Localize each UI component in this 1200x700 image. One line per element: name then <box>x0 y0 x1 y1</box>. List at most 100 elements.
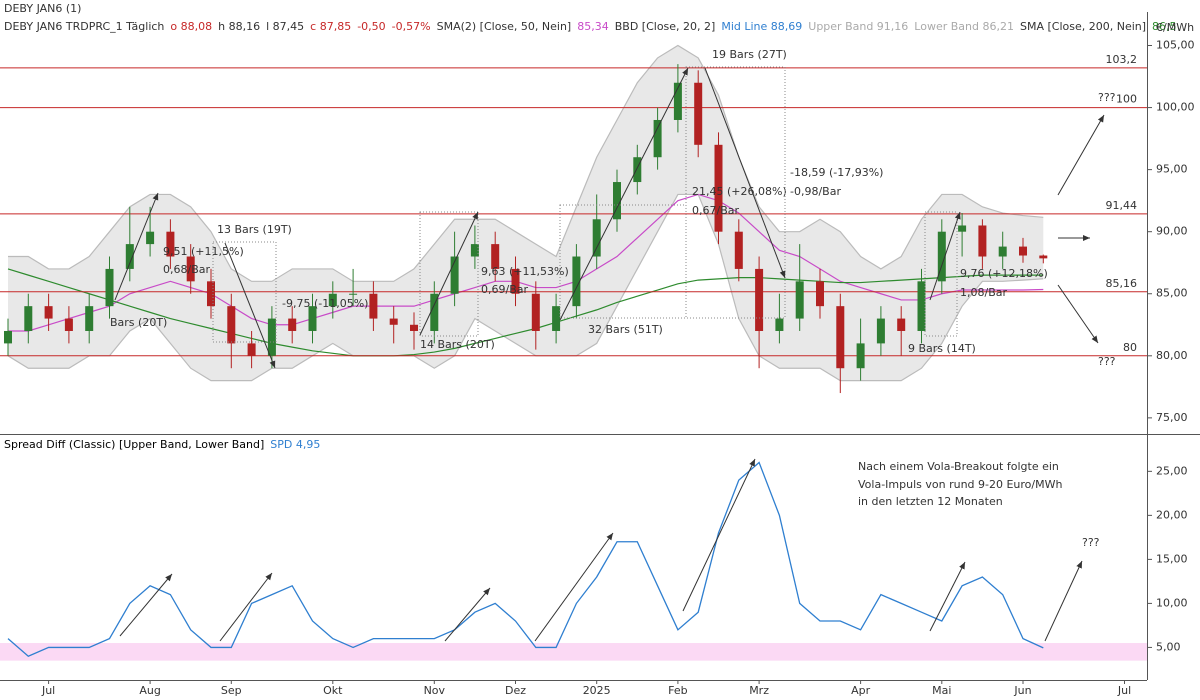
x-tick-label: Jul <box>1117 684 1131 697</box>
y-tick-label: 15,00 <box>1156 552 1188 565</box>
candle-body <box>552 306 561 331</box>
legend-item: SMA(2) [Close, 50, Nein] <box>436 20 572 33</box>
candle-body <box>816 281 824 307</box>
candle-body <box>44 306 53 319</box>
candle-body <box>1019 246 1027 256</box>
legend-item: BBD [Close, 20, 2] <box>614 20 716 33</box>
unit-label: €/MWh <box>1156 21 1194 34</box>
candle-body <box>410 324 418 331</box>
candle-body <box>673 82 682 120</box>
arrow <box>559 67 689 321</box>
candle-body <box>24 306 33 331</box>
annotation: 19 Bars (27T) <box>712 48 787 61</box>
legend-item: DEBY JAN6 TRDPRC_1 Täglich <box>4 20 165 33</box>
candle-body <box>937 231 946 282</box>
arrow <box>682 458 756 612</box>
legend-item: c 87,85 <box>310 20 352 33</box>
candle-body <box>856 343 865 369</box>
candle-body <box>755 268 764 331</box>
x-tick-label: Feb <box>668 684 687 697</box>
annotation: -0,98/Bar <box>790 185 841 198</box>
measure-box <box>924 211 958 337</box>
y-tick-label: 90,00 <box>1156 225 1188 238</box>
candle-body <box>795 281 804 319</box>
annotation: in den letzten 12 Monaten <box>858 495 1003 508</box>
x-tick-label: Okt <box>323 684 343 697</box>
arrow <box>219 572 273 642</box>
x-tick-label: Jun <box>1013 684 1031 697</box>
candle-body <box>450 256 459 294</box>
annotation: 14 Bars (20T) <box>420 338 495 351</box>
annotation: -18,59 (-17,93%) <box>790 166 883 179</box>
arrow <box>419 211 479 336</box>
drawings <box>0 12 1200 681</box>
overlay-line <box>7 268 1044 357</box>
arrow <box>929 561 966 632</box>
candle-body <box>470 244 479 257</box>
candle-body <box>146 231 155 245</box>
measure-box <box>559 204 687 319</box>
arrow <box>224 242 276 369</box>
candle-body <box>694 82 703 145</box>
candle-body <box>85 306 94 331</box>
candle-body <box>207 281 215 307</box>
legend: DEBY JAN6 TRDPRC_1 Täglich o 88,08 h 88,16… <box>4 20 1177 33</box>
candle-body <box>308 306 317 331</box>
candle-body <box>349 293 358 295</box>
legend-item: o 88,08 <box>170 20 213 33</box>
annotation: 9 Bars (14T) <box>908 342 976 355</box>
level-label: 100 <box>1116 93 1137 106</box>
highlight-band <box>0 643 1147 661</box>
level-label: 103,2 <box>1106 53 1138 66</box>
window-title: DEBY JAN6 (1) <box>4 2 82 15</box>
candle-body <box>166 231 175 257</box>
y-tick-label: 20,00 <box>1156 508 1188 521</box>
legend-item: Mid Line 88,69 <box>721 20 803 33</box>
candle-body <box>430 293 439 331</box>
annotation: 0,68/Bar <box>163 263 210 276</box>
arrow <box>704 67 786 279</box>
arrow <box>119 573 173 637</box>
overlay-line <box>8 193 1044 332</box>
measure-box <box>419 211 479 337</box>
arrow <box>114 192 159 301</box>
legend-item: h 88,16 <box>218 20 261 33</box>
candle-body <box>572 256 581 307</box>
x-tick-label: Nov <box>424 684 446 697</box>
candle-body <box>897 318 906 331</box>
annotation: 9,51 (+11,5%) <box>163 245 244 258</box>
candle-body <box>491 244 500 269</box>
candle-body <box>64 318 73 331</box>
candle-body <box>876 318 885 344</box>
y-tick-label: 5,00 <box>1156 640 1181 653</box>
arrow <box>1044 560 1083 642</box>
overlay-line <box>8 44 1044 282</box>
y-tick-label: 85,00 <box>1156 287 1188 300</box>
candle-body <box>531 293 540 331</box>
y-tick-label: 25,00 <box>1156 464 1188 477</box>
candle-body <box>267 318 276 356</box>
annotation: 13 Bars (19T) <box>217 223 292 236</box>
legend-item: 85,34 <box>577 20 609 33</box>
candle-body <box>613 182 621 220</box>
annotation: 0,69/Bar <box>481 283 528 296</box>
candle-body <box>958 225 967 232</box>
candle-body <box>186 256 195 282</box>
candle-body <box>389 318 398 325</box>
legend-item: -0,50 <box>357 20 386 33</box>
candle-body <box>247 343 256 356</box>
annotation: 0,67/Bar <box>692 204 739 217</box>
x-tick-label: Apr <box>851 684 871 697</box>
indicator-legend: Spread Diff (Classic) [Upper Band, Lower… <box>4 438 320 451</box>
x-tick-label: 2025 <box>583 684 611 697</box>
candle-body <box>653 119 662 158</box>
indicator-value: SPD 4,95 <box>270 438 321 451</box>
legend-item: 86,5 <box>1152 20 1177 33</box>
y-tick-label: 105,00 <box>1156 39 1195 52</box>
level-label: 85,16 <box>1106 277 1138 290</box>
x-tick-label: Dez <box>505 684 526 697</box>
measure-box <box>212 241 277 343</box>
candle-body <box>288 318 297 331</box>
